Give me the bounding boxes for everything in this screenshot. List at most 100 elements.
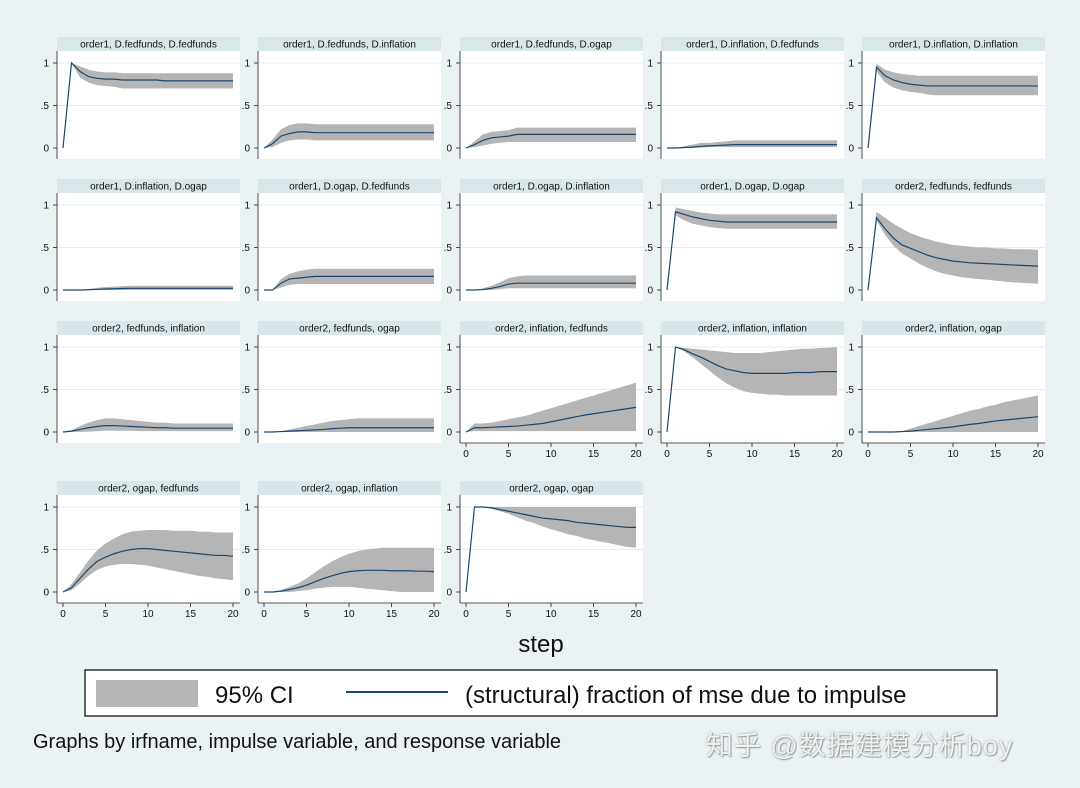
watermark: 知乎 @数据建模分析boy xyxy=(706,731,1014,761)
x-tick-label: 5 xyxy=(506,449,512,460)
panel-title-strip xyxy=(258,37,441,51)
fraction-line xyxy=(666,211,837,291)
panel-title-strip xyxy=(460,37,643,51)
y-tick-label: .5 xyxy=(645,385,654,396)
panel-title: order2, inflation, fedfunds xyxy=(495,324,608,335)
y-tick-label: 0 xyxy=(647,144,653,155)
y-tick-label: 0 xyxy=(244,588,250,599)
y-tick-label: 0 xyxy=(244,428,250,439)
ci-band xyxy=(264,123,434,148)
panel-title: order2, inflation, inflation xyxy=(698,324,807,335)
fraction-line xyxy=(62,548,234,593)
fraction-line xyxy=(264,569,435,593)
panel-title: order1, D.ogap, D.ogap xyxy=(700,182,805,193)
y-tick-label: 0 xyxy=(43,144,49,155)
x-tick-label: 15 xyxy=(990,449,1002,460)
panel: order2, fedfunds, ogap 0 .5 1 xyxy=(242,321,441,443)
ci-band xyxy=(466,382,636,432)
x-tick-label: 5 xyxy=(908,449,914,460)
y-tick-label: 1 xyxy=(244,343,250,354)
ci-band xyxy=(667,347,837,432)
y-tick-label: 0 xyxy=(43,428,49,439)
panel-title: order1, D.inflation, D.fedfunds xyxy=(686,40,819,51)
panel-title: order1, D.fedfunds, D.inflation xyxy=(283,40,416,51)
fraction-line xyxy=(263,131,434,149)
x-tick-label: 15 xyxy=(588,609,600,620)
x-tick-label: 0 xyxy=(865,449,871,460)
x-tick-label: 10 xyxy=(142,609,154,620)
panel-plot-area xyxy=(862,37,1045,159)
y-tick-label: .5 xyxy=(444,243,453,254)
x-tick-label: 5 xyxy=(707,449,713,460)
x-tick-label: 10 xyxy=(343,609,355,620)
y-tick-label: 1 xyxy=(244,201,250,212)
panel-title-strip xyxy=(862,179,1045,193)
y-tick-label: .5 xyxy=(645,243,654,254)
y-tick-label: .5 xyxy=(41,101,50,112)
x-tick-label: 15 xyxy=(789,449,801,460)
panel-title: order1, D.inflation, D.ogap xyxy=(90,182,207,193)
y-tick-label: 0 xyxy=(43,286,49,297)
panel-title-strip xyxy=(661,321,844,335)
y-tick-label: 1 xyxy=(848,59,854,70)
x-tick-label: 20 xyxy=(227,609,239,620)
fraction-line xyxy=(62,425,233,433)
panel-title: order2, ogap, fedfunds xyxy=(98,484,199,495)
panel-title-strip xyxy=(258,321,441,335)
panel-title: order2, fedfunds, inflation xyxy=(92,324,205,335)
ci-band xyxy=(868,211,1038,290)
fraction-line xyxy=(465,133,636,149)
ci-band xyxy=(264,268,434,290)
x-tick-label: 10 xyxy=(746,449,758,460)
y-tick-label: 0 xyxy=(244,286,250,297)
panel-title-strip xyxy=(460,321,643,335)
ci-band xyxy=(264,418,434,432)
fraction-line xyxy=(867,216,1039,291)
panel: order1, D.fedfunds, D.ogap 0 .5 1 xyxy=(444,37,643,159)
panel-title-strip xyxy=(57,321,240,335)
y-tick-label: 0 xyxy=(244,144,250,155)
panel-title-strip xyxy=(460,481,643,495)
ci-band xyxy=(868,63,1038,148)
fraction-line xyxy=(264,275,434,291)
ci-band xyxy=(63,529,233,592)
y-tick-label: 0 xyxy=(848,286,854,297)
panel-title: order1, D.inflation, D.inflation xyxy=(889,40,1018,51)
x-tick-label: 20 xyxy=(831,449,843,460)
fraction-line xyxy=(868,416,1039,433)
panel-plot-area xyxy=(57,37,240,159)
x-axis-label: step xyxy=(518,631,563,658)
y-tick-label: 0 xyxy=(848,144,854,155)
ci-band xyxy=(466,507,636,592)
panel-title-strip xyxy=(661,37,844,51)
ci-band xyxy=(63,63,233,148)
fraction-line xyxy=(63,287,233,291)
panel-title: order2, ogap, inflation xyxy=(301,484,398,495)
y-tick-label: .5 xyxy=(444,545,453,556)
fraction-line xyxy=(465,406,637,433)
y-tick-label: .5 xyxy=(846,385,855,396)
fraction-line xyxy=(666,346,837,433)
panel: order1, D.inflation, D.fedfunds 0 .5 1 xyxy=(645,37,844,159)
panel-title: order1, D.fedfunds, D.fedfunds xyxy=(80,40,217,51)
y-tick-label: 0 xyxy=(446,428,452,439)
x-tick-label: 15 xyxy=(185,609,197,620)
y-tick-label: 0 xyxy=(446,286,452,297)
y-tick-label: .5 xyxy=(242,101,251,112)
panel-title: order2, ogap, ogap xyxy=(509,484,594,495)
panel: order1, D.inflation, D.ogap 0 .5 1 xyxy=(41,179,240,301)
panel: order1, D.ogap, D.inflation 0 .5 1 xyxy=(444,179,643,301)
y-tick-label: 0 xyxy=(43,588,49,599)
panel-plot-area xyxy=(57,179,240,301)
y-tick-label: 1 xyxy=(848,201,854,212)
y-tick-label: 0 xyxy=(848,428,854,439)
y-tick-label: 1 xyxy=(43,201,49,212)
fraction-line xyxy=(667,144,837,149)
fraction-line xyxy=(867,65,1038,149)
fraction-line xyxy=(264,427,434,433)
